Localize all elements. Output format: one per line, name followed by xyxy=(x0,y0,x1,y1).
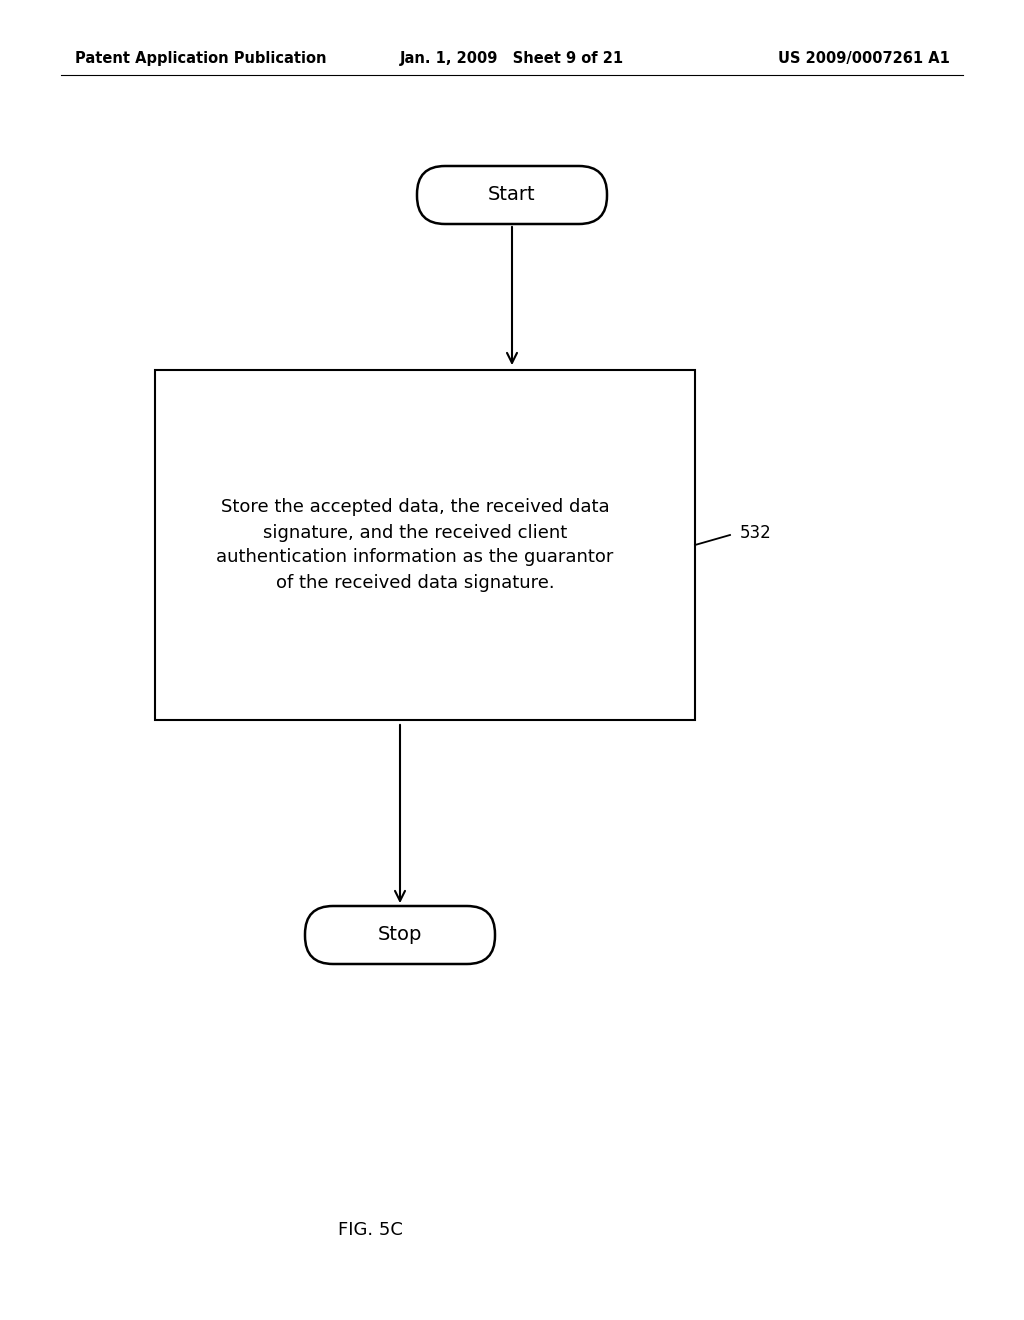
Text: FIG. 5C: FIG. 5C xyxy=(338,1221,402,1239)
Text: Jan. 1, 2009   Sheet 9 of 21: Jan. 1, 2009 Sheet 9 of 21 xyxy=(400,50,624,66)
Text: US 2009/0007261 A1: US 2009/0007261 A1 xyxy=(778,50,950,66)
FancyBboxPatch shape xyxy=(417,166,607,224)
FancyBboxPatch shape xyxy=(305,906,495,964)
Text: Patent Application Publication: Patent Application Publication xyxy=(75,50,327,66)
Text: Start: Start xyxy=(488,186,536,205)
Bar xyxy=(155,370,695,719)
Text: 532: 532 xyxy=(740,524,772,543)
Text: Store the accepted data, the received data
signature, and the received client
au: Store the accepted data, the received da… xyxy=(216,499,613,591)
Text: Stop: Stop xyxy=(378,925,422,945)
